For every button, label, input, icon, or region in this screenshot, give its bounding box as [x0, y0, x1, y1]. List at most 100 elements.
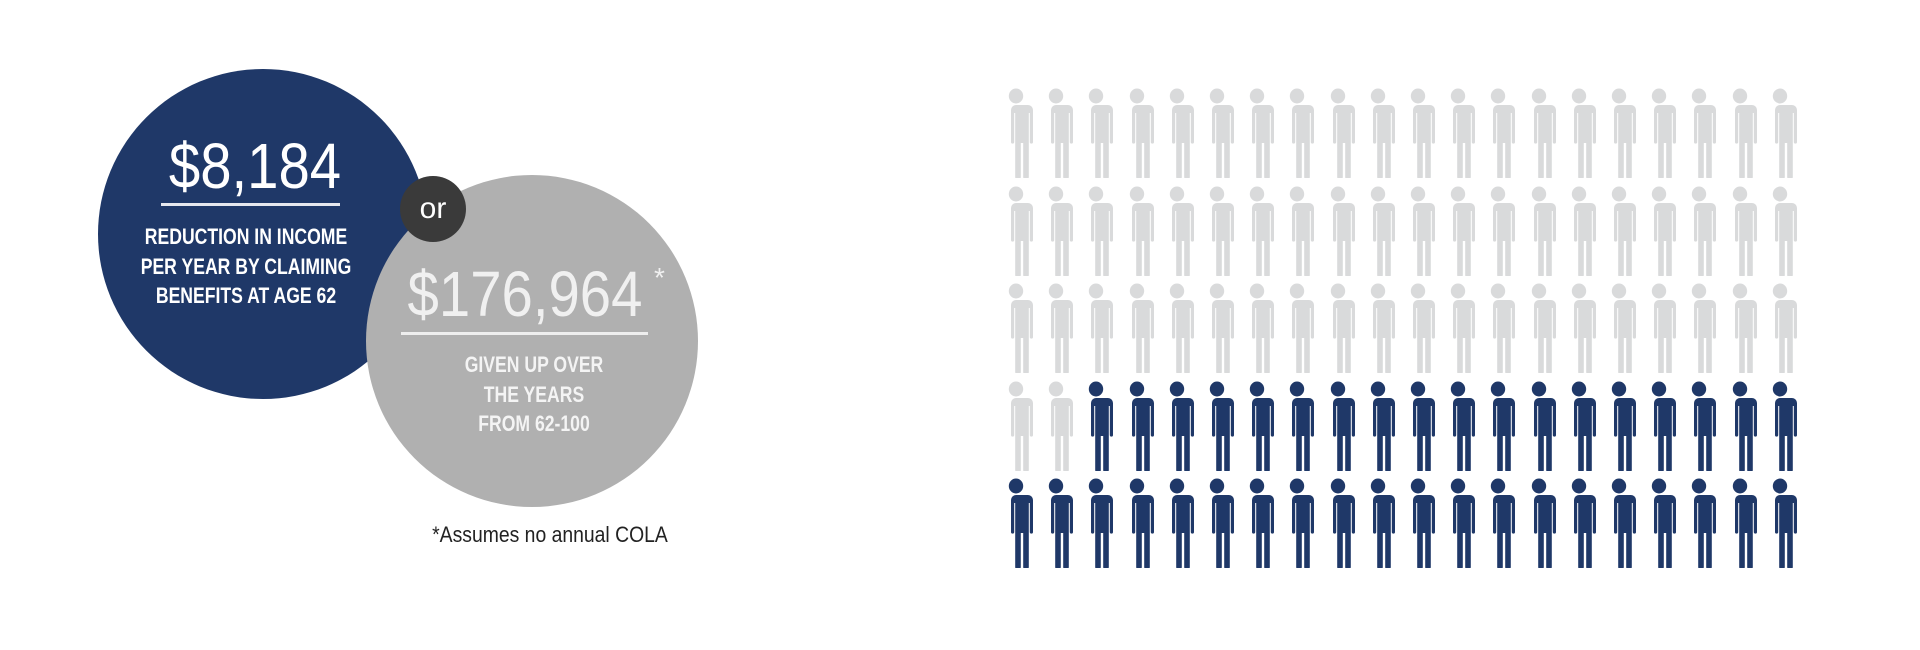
person-icon [1320, 283, 1356, 375]
person-icon [1521, 88, 1557, 180]
person-icon-highlighted [1199, 478, 1235, 570]
person-icon-highlighted [1561, 478, 1597, 570]
person-icon [1279, 88, 1315, 180]
person-icon [1078, 186, 1114, 278]
person-icon [1239, 186, 1275, 278]
person-icon [1400, 283, 1436, 375]
person-icon [1722, 283, 1758, 375]
person-icon [1561, 88, 1597, 180]
person-icon [1681, 283, 1717, 375]
person-icon-highlighted [1279, 478, 1315, 570]
person-icon [1561, 186, 1597, 278]
person-icon [1521, 283, 1557, 375]
person-icon-highlighted [1762, 381, 1798, 473]
person-icon [1722, 186, 1758, 278]
person-icon [1078, 283, 1114, 375]
divider [161, 203, 340, 206]
total-given-up-amount: $176,964 [407, 258, 643, 330]
caption-line: PER YEAR BY CLAIMING [140, 253, 352, 279]
person-icon-highlighted [1440, 478, 1476, 570]
person-icon-highlighted [1601, 478, 1637, 570]
person-icon [1360, 88, 1396, 180]
person-icon-highlighted [1360, 478, 1396, 570]
person-icon-highlighted [1159, 381, 1195, 473]
person-icon-highlighted [1279, 381, 1315, 473]
person-icon-highlighted [1038, 478, 1074, 570]
person-icon [1239, 283, 1275, 375]
caption-line: GIVEN UP OVER [464, 352, 604, 377]
person-icon [998, 88, 1034, 180]
person-icon [1199, 283, 1235, 375]
person-icon [1239, 88, 1275, 180]
annual-reduction-amount: $8,184 [168, 130, 342, 202]
person-icon-highlighted [1199, 381, 1235, 473]
person-icon [998, 186, 1034, 278]
person-icon [1641, 88, 1677, 180]
person-icon [1601, 88, 1637, 180]
person-icon [1722, 88, 1758, 180]
caption-line: BENEFITS AT AGE 62 [155, 283, 337, 308]
person-icon [1601, 186, 1637, 278]
person-icon-highlighted [1601, 381, 1637, 473]
person-icon [1440, 88, 1476, 180]
person-icon-highlighted [1681, 478, 1717, 570]
person-icon-highlighted [1480, 381, 1516, 473]
person-icon [1762, 186, 1798, 278]
person-icon [1279, 186, 1315, 278]
person-icon [998, 381, 1034, 473]
person-icon [1320, 186, 1356, 278]
caption-line: REDUCTION IN INCOME [144, 224, 348, 249]
person-icon-highlighted [1521, 381, 1557, 473]
person-icon [1320, 88, 1356, 180]
person-icon-highlighted [1480, 478, 1516, 570]
person-icon [1360, 283, 1396, 375]
person-icon [1159, 283, 1195, 375]
person-icon [1641, 283, 1677, 375]
person-icon [1199, 186, 1235, 278]
person-icon-highlighted [1521, 478, 1557, 570]
person-icon [1440, 283, 1476, 375]
person-icon-highlighted [1400, 381, 1436, 473]
person-icon-highlighted [1119, 478, 1155, 570]
caption-line: FROM 62-100 [478, 411, 590, 436]
person-icon-highlighted [1722, 478, 1758, 570]
annual-reduction-caption: REDUCTION IN INCOME PER YEAR BY CLAIMING… [126, 222, 366, 311]
person-icon [1641, 186, 1677, 278]
person-icon-highlighted [1159, 478, 1195, 570]
person-icon [1601, 283, 1637, 375]
person-icon [1038, 88, 1074, 180]
person-icon-highlighted [1762, 478, 1798, 570]
person-icon-highlighted [1078, 381, 1114, 473]
person-icon [1199, 88, 1235, 180]
person-icon [1159, 186, 1195, 278]
person-icon [1681, 88, 1717, 180]
person-icon [1681, 186, 1717, 278]
person-icon [1480, 283, 1516, 375]
person-icon [1440, 186, 1476, 278]
person-icon [1038, 186, 1074, 278]
person-icon [1159, 88, 1195, 180]
divider [401, 332, 648, 335]
person-icon-highlighted [1641, 478, 1677, 570]
person-icon-highlighted [1239, 381, 1275, 473]
person-icon [1078, 88, 1114, 180]
person-icon [1119, 283, 1155, 375]
person-icon-highlighted [1400, 478, 1436, 570]
person-icon [1038, 381, 1074, 473]
person-icon-highlighted [1360, 381, 1396, 473]
person-icon-highlighted [1722, 381, 1758, 473]
person-icon [998, 283, 1034, 375]
person-icon [1400, 186, 1436, 278]
person-icon-highlighted [1320, 381, 1356, 473]
person-icon-highlighted [1078, 478, 1114, 570]
person-icon [1360, 186, 1396, 278]
person-icon [1561, 283, 1597, 375]
person-icon [1038, 283, 1074, 375]
person-icon-highlighted [1320, 478, 1356, 570]
person-icon [1480, 186, 1516, 278]
asterisk: * [654, 262, 665, 293]
person-icon [1762, 88, 1798, 180]
person-icon-highlighted [1561, 381, 1597, 473]
caption-line: THE YEARS [483, 381, 585, 407]
person-icon [1279, 283, 1315, 375]
